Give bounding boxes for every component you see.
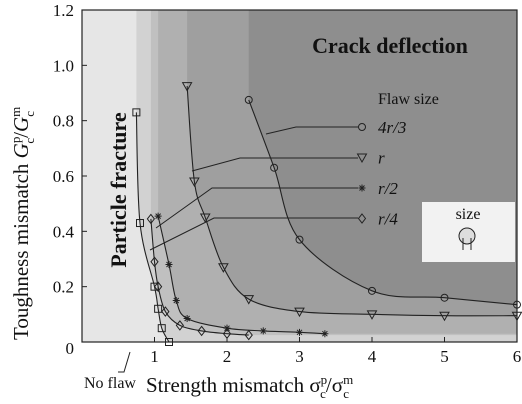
marker	[165, 338, 173, 346]
marker	[172, 297, 180, 304]
curves	[132, 82, 522, 346]
y-tick-label: 0.8	[53, 112, 74, 131]
marker	[150, 256, 159, 268]
arrow	[155, 187, 358, 229]
marker	[154, 304, 163, 313]
arrow	[265, 126, 358, 135]
x-tick-label: 4	[368, 347, 377, 366]
marker	[511, 311, 522, 322]
y-axis-title-part: c	[22, 111, 37, 117]
series-line	[248, 99, 518, 306]
marker	[189, 177, 200, 188]
legend-title: Flaw size	[378, 91, 439, 108]
marker	[199, 213, 211, 224]
arrow	[118, 351, 131, 373]
y-axis-title-part: G	[9, 143, 33, 158]
y-tick-label: 0	[66, 339, 75, 358]
arrow	[191, 157, 358, 172]
marker	[157, 324, 166, 333]
arrow	[149, 217, 358, 251]
y-tick-label: 1.0	[53, 56, 74, 75]
y-tick-label: 1.2	[53, 1, 74, 20]
legend-label: r/4	[378, 210, 398, 229]
marker	[243, 295, 255, 305]
marker	[294, 307, 305, 318]
marker	[366, 310, 378, 320]
marker	[154, 212, 162, 220]
marker	[259, 327, 267, 335]
marker	[244, 329, 253, 341]
y-axis-title-part: G	[9, 117, 33, 132]
marker	[181, 82, 193, 92]
marker	[296, 328, 303, 336]
marker	[197, 325, 206, 337]
series-line	[186, 86, 518, 317]
y-axis-title-part: m	[8, 107, 23, 117]
marker	[357, 213, 367, 224]
marker	[513, 300, 521, 309]
marker	[146, 213, 156, 225]
region-label: Crack deflection	[312, 33, 468, 58]
marker	[183, 314, 191, 322]
arrows	[118, 126, 358, 373]
y-axis-title-part: Toughness mismatch	[9, 158, 33, 340]
legend-label: r	[378, 149, 385, 168]
marker	[218, 263, 229, 273]
marker	[270, 163, 279, 172]
x-axis-title: Strength mismatch σp c/σm c	[146, 372, 353, 401]
legend: r/4 r/2 r 4r/3	[356, 118, 406, 229]
marker	[165, 261, 173, 269]
x-tick-label: 6	[513, 347, 522, 366]
marker	[153, 281, 163, 292]
marker	[132, 108, 141, 117]
x-tick-label: 5	[440, 347, 449, 366]
y-axis-title-part: c	[22, 138, 37, 144]
marker	[161, 306, 170, 317]
marker	[440, 293, 449, 302]
inset-icon	[458, 227, 476, 245]
y-tick-label: 0.4	[53, 222, 75, 241]
y-axis-title: Toughness mismatch Gpc/Gmc	[8, 107, 37, 340]
marker	[175, 320, 185, 331]
x-axis-title-part: p	[321, 372, 328, 387]
series-line	[135, 112, 170, 343]
x-axis-title-part: /σ	[326, 373, 343, 397]
marker	[358, 184, 366, 192]
regions	[81, 9, 518, 343]
legend-label: r/2	[378, 179, 398, 198]
marker	[223, 324, 231, 332]
y-axis-title-part: /	[9, 132, 33, 138]
marker	[222, 328, 232, 340]
legend-label: 4r/3	[378, 118, 406, 137]
marker	[356, 153, 368, 164]
marker	[368, 286, 376, 295]
marker	[321, 330, 329, 338]
y-tick-label: 0.6	[53, 167, 74, 186]
x-axis-title-part: m	[343, 372, 353, 387]
region-label: Particle fracture	[106, 112, 131, 268]
x-tick-label: 3	[295, 347, 304, 366]
no-flaw-label: No flaw	[84, 375, 136, 392]
x-axis-title-part: c	[320, 386, 326, 401]
x-tick-label: 2	[223, 347, 232, 366]
x-axis-title-part: c	[343, 386, 349, 401]
x-tick-label: 1	[150, 347, 159, 366]
marker	[358, 123, 366, 131]
x-axis-title-part: Strength mismatch σ	[146, 373, 321, 397]
marker	[136, 219, 144, 228]
y-tick-label: 0.2	[53, 278, 74, 297]
marker	[295, 235, 304, 244]
marker	[439, 311, 450, 322]
marker	[244, 95, 253, 104]
y-axis-title-part: p	[8, 137, 23, 144]
series-line	[150, 218, 249, 336]
inset-label: size	[456, 206, 481, 223]
